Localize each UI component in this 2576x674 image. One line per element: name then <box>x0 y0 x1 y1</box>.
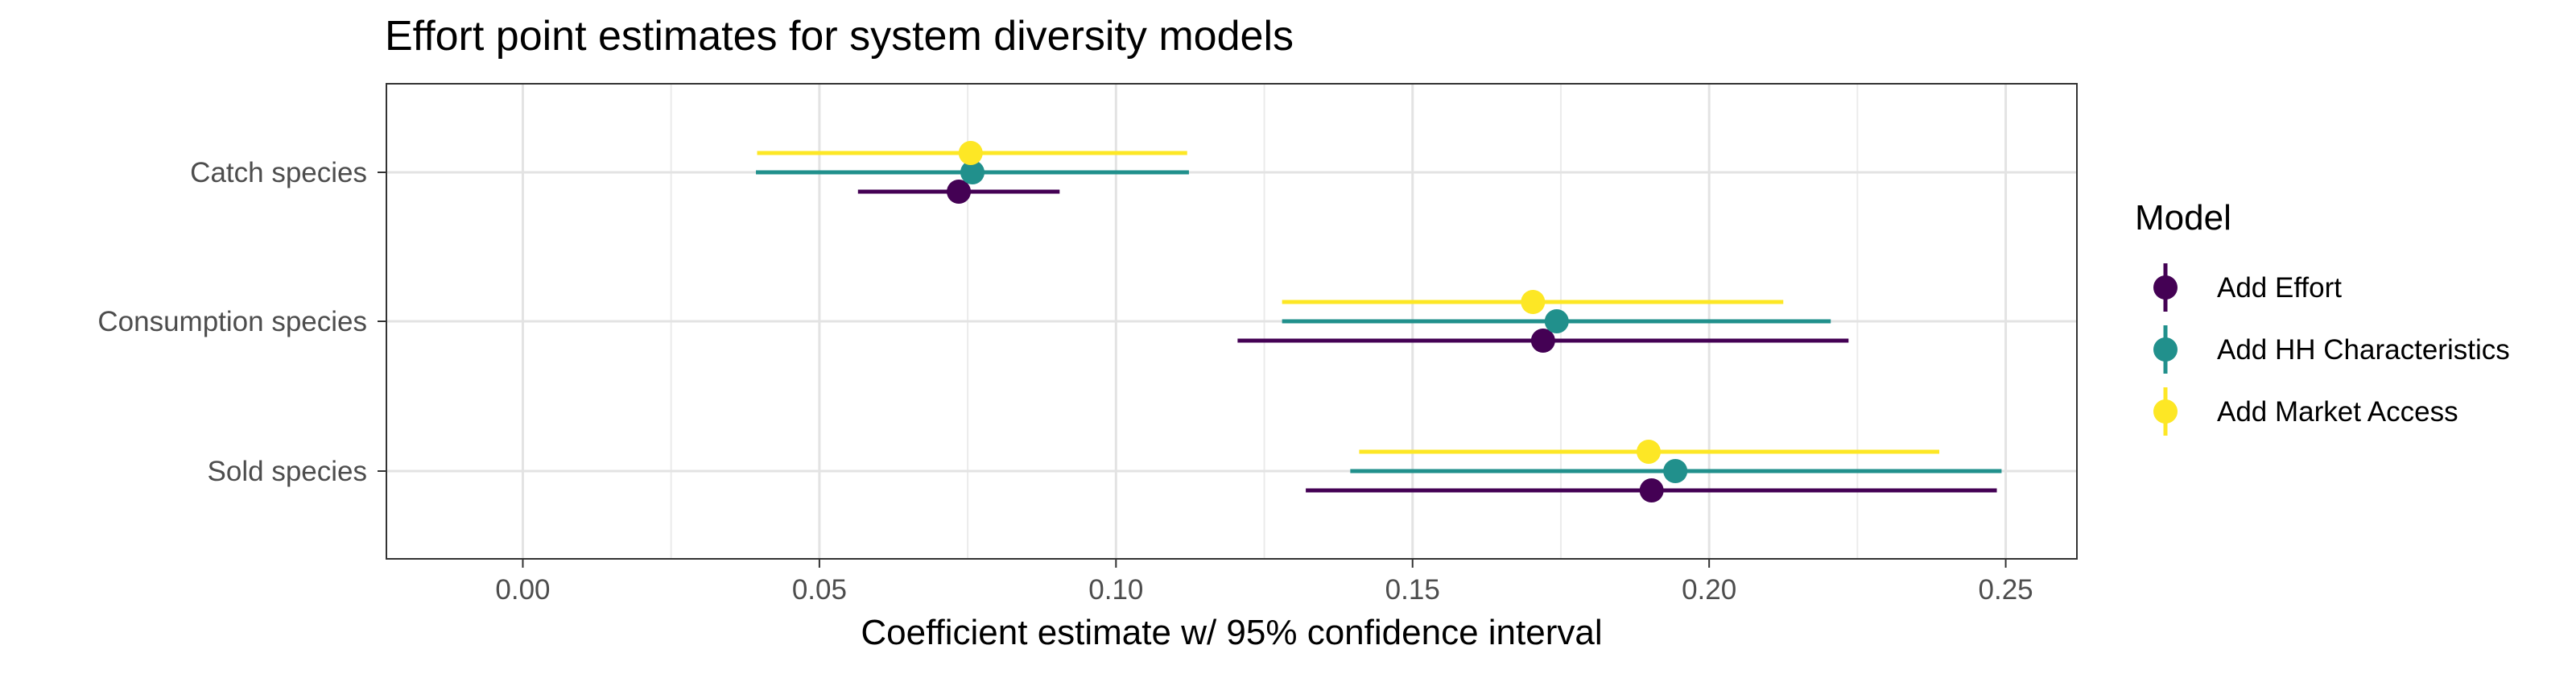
x-tick-label: 0.25 <box>1979 574 2033 606</box>
point-estimate <box>1640 478 1664 502</box>
legend-label: Add HH Characteristics <box>2217 334 2510 366</box>
point-estimate <box>1545 309 1569 333</box>
point-estimate <box>1637 440 1661 464</box>
legend-key-point <box>2153 275 2178 300</box>
x-tick-label: 0.05 <box>792 574 847 606</box>
x-tick-label: 0.15 <box>1385 574 1440 606</box>
y-tick-label: Sold species <box>208 456 367 487</box>
legend-key-point <box>2153 337 2178 362</box>
legend: Model Add Effort Add HH Characteristics Ad… <box>2135 198 2510 436</box>
x-axis-title: Coefficient estimate w/ 95% confidence i… <box>861 613 1602 652</box>
legend-label: Add Effort <box>2217 272 2342 304</box>
point-estimate <box>1663 459 1687 483</box>
x-tick-label: 0.10 <box>1088 574 1143 606</box>
legend-title: Model <box>2135 198 2231 238</box>
point-estimate <box>1521 290 1545 314</box>
chart-title: Effort point estimates for system divers… <box>385 13 1294 60</box>
legend-label: Add Market Access <box>2217 396 2458 428</box>
point-estimate <box>959 141 983 165</box>
y-tick-label: Consumption species <box>97 306 367 337</box>
x-tick-label: 0.00 <box>495 574 550 606</box>
legend-key-point <box>2153 399 2178 424</box>
y-tick-label: Catch species <box>190 157 367 188</box>
x-tick-label: 0.20 <box>1682 574 1736 606</box>
